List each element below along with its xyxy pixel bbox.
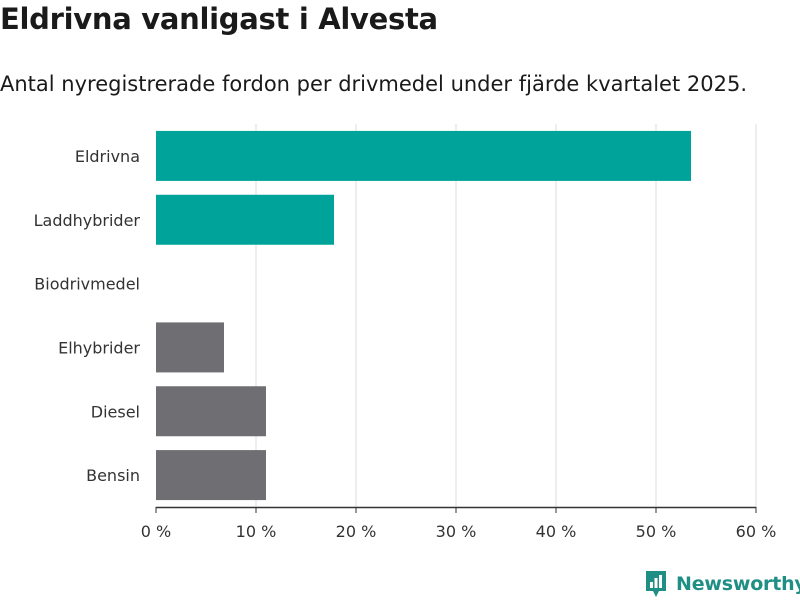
category-label: Eldrivna [75, 147, 140, 166]
bar-laddhybrider [156, 194, 334, 245]
bar-eldrivna [156, 130, 691, 181]
x-tick-label: 50 % [636, 522, 677, 541]
newsworthy-brand-name: Newsworthy [676, 573, 800, 595]
x-tick-label: 40 % [536, 522, 577, 541]
category-label: Elhybrider [58, 338, 140, 357]
x-tick-label: 0 % [141, 522, 171, 541]
newsworthy-logo-icon [646, 571, 666, 597]
x-tick-label: 30 % [436, 522, 477, 541]
chart-title: Eldrivna vanligast i Alvesta [0, 2, 438, 36]
category-label: Laddhybrider [34, 211, 141, 230]
chart-subtitle: Antal nyregistrerade fordon per drivmede… [0, 72, 748, 96]
bar-bensin [156, 450, 266, 501]
category-label: Bensin [86, 466, 140, 485]
category-label: Diesel [91, 402, 140, 421]
x-tick-label: 20 % [336, 522, 377, 541]
category-label: Biodrivmedel [34, 275, 140, 294]
x-tick-label: 10 % [236, 522, 277, 541]
x-tick-label: 60 % [736, 522, 777, 541]
bar-diesel [156, 386, 266, 437]
bar-elhybrider [156, 322, 224, 373]
newsworthy-brand: Newsworthy [644, 569, 800, 599]
